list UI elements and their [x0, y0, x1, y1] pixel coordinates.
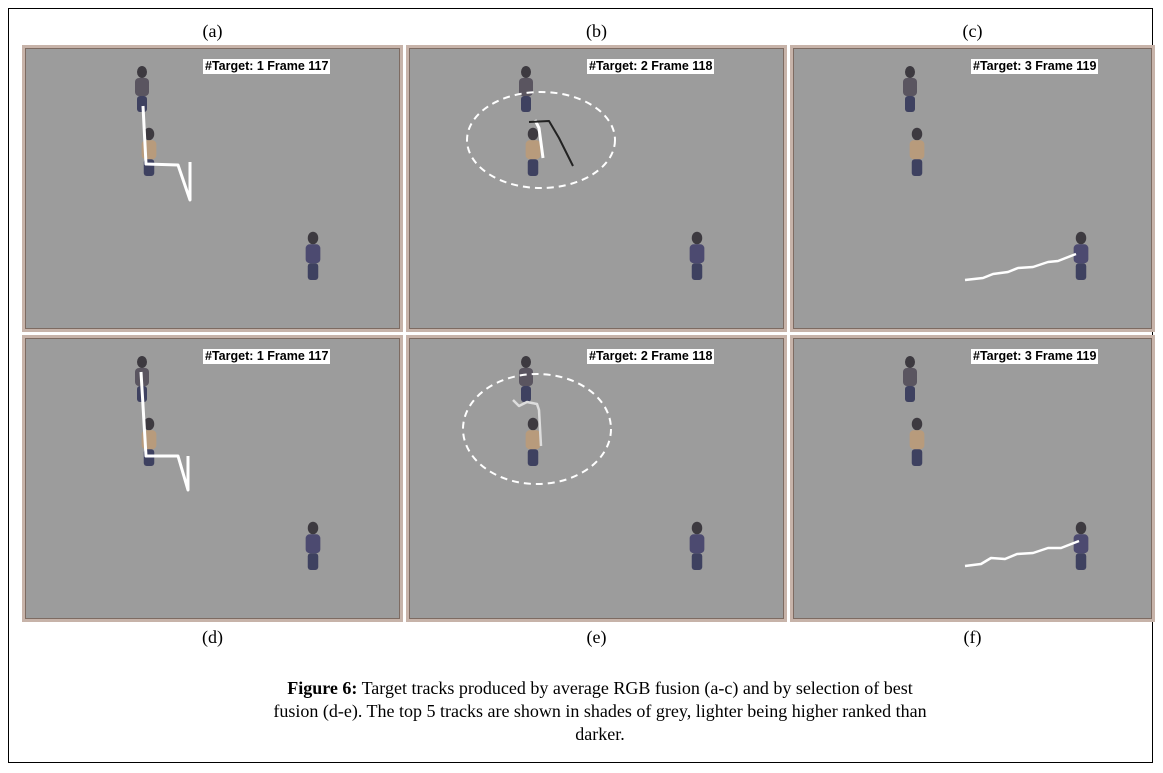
- person-body: [1074, 534, 1089, 553]
- person-legs: [692, 263, 703, 280]
- track: [965, 254, 1076, 280]
- person-legs: [905, 96, 915, 112]
- panel: #Target: 1 Frame 117: [22, 45, 403, 332]
- panel-scene: [793, 48, 1155, 332]
- panel-label: (d): [153, 627, 273, 648]
- person-legs: [521, 386, 531, 402]
- person-legs: [308, 263, 319, 280]
- person-head: [912, 418, 923, 431]
- panel: #Target: 3 Frame 119: [790, 335, 1155, 622]
- person-body: [526, 140, 541, 159]
- person-body: [903, 78, 917, 96]
- person-legs: [308, 553, 319, 570]
- person-legs: [528, 449, 539, 466]
- person-body: [690, 244, 705, 263]
- person-legs: [905, 386, 915, 402]
- person-head: [137, 356, 147, 368]
- person-head: [905, 356, 915, 368]
- panel: #Target: 3 Frame 119: [790, 45, 1155, 332]
- person-head: [692, 232, 703, 245]
- person-body: [690, 534, 705, 553]
- person-body: [526, 430, 541, 449]
- panel-scene: [793, 338, 1155, 622]
- person-body: [306, 534, 321, 553]
- person-head: [528, 418, 539, 431]
- panel-scene: [25, 48, 403, 332]
- person-body: [306, 244, 321, 263]
- panel-overlay: #Target: 1 Frame 117: [203, 349, 330, 364]
- person-head: [521, 356, 531, 368]
- person-legs: [1076, 553, 1087, 570]
- person-head: [1076, 522, 1087, 535]
- person-legs: [521, 96, 531, 112]
- person-body: [903, 368, 917, 386]
- panel-label: (f): [913, 627, 1033, 648]
- person-head: [912, 128, 923, 141]
- panel-scene: [409, 338, 787, 622]
- panel-overlay: #Target: 2 Frame 118: [587, 59, 714, 74]
- person-head: [1076, 232, 1087, 245]
- person-body: [519, 368, 533, 386]
- person-legs: [912, 449, 923, 466]
- panel-overlay: #Target: 2 Frame 118: [587, 349, 714, 364]
- person-head: [308, 232, 319, 245]
- caption-label: Figure 6:: [287, 678, 357, 698]
- person-head: [137, 66, 147, 78]
- person-head: [692, 522, 703, 535]
- person-legs: [528, 159, 539, 176]
- panel: #Target: 2 Frame 118: [406, 335, 787, 622]
- person-body: [910, 140, 925, 159]
- caption: Figure 6: Target tracks produced by aver…: [270, 677, 930, 746]
- panel-label: (b): [537, 21, 657, 42]
- panel-label: (a): [153, 21, 273, 42]
- panel-scene: [25, 338, 403, 622]
- panel-label: (e): [537, 627, 657, 648]
- panel: #Target: 1 Frame 117: [22, 335, 403, 622]
- person-legs: [912, 159, 923, 176]
- track: [965, 541, 1079, 566]
- person-head: [521, 66, 531, 78]
- person-legs: [692, 553, 703, 570]
- person-body: [135, 78, 149, 96]
- person-head: [528, 128, 539, 141]
- panel: #Target: 2 Frame 118: [406, 45, 787, 332]
- panel-scene: [409, 48, 787, 332]
- panel-overlay: #Target: 1 Frame 117: [203, 59, 330, 74]
- panel-overlay: #Target: 3 Frame 119: [971, 59, 1098, 74]
- panel-overlay: #Target: 3 Frame 119: [971, 349, 1098, 364]
- person-head: [905, 66, 915, 78]
- person-legs: [1076, 263, 1087, 280]
- panel-label: (c): [913, 21, 1033, 42]
- person-body: [910, 430, 925, 449]
- caption-text: Target tracks produced by average RGB fu…: [273, 678, 926, 744]
- dashed-ellipse: [463, 374, 611, 484]
- person-head: [308, 522, 319, 535]
